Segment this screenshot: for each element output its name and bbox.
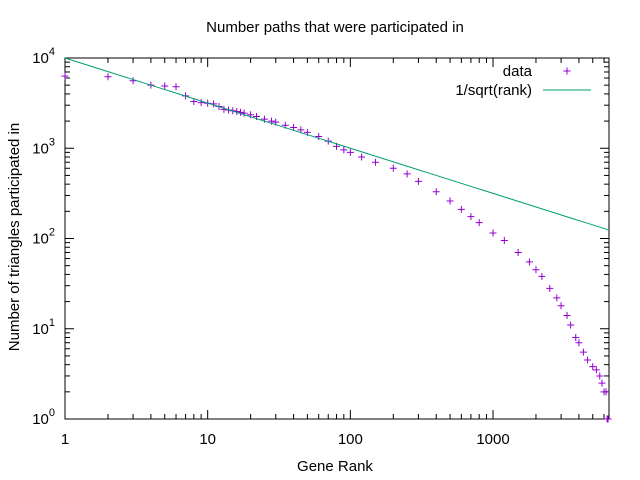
data-point bbox=[604, 415, 612, 423]
data-point bbox=[514, 248, 522, 256]
data-point bbox=[579, 348, 587, 356]
data-point bbox=[414, 177, 422, 185]
chart-title: Number paths that were participated in bbox=[206, 19, 464, 36]
data-point bbox=[572, 333, 580, 341]
data-point bbox=[553, 294, 561, 302]
y-axis-label: Number of triangles participated in bbox=[6, 123, 23, 351]
data-point bbox=[602, 388, 610, 396]
data-point bbox=[161, 82, 169, 90]
data-point bbox=[584, 356, 592, 364]
legend-label: data bbox=[503, 63, 533, 80]
data-point bbox=[500, 237, 508, 245]
data-point bbox=[489, 229, 497, 237]
data-point bbox=[475, 219, 483, 227]
x-axis-label: Gene Rank bbox=[297, 458, 373, 475]
x-tick-label: 10 bbox=[199, 431, 216, 448]
data-point bbox=[546, 284, 554, 292]
data-point bbox=[346, 148, 354, 156]
data-point bbox=[557, 302, 565, 310]
y-ticks: 100 101 102 103 104 bbox=[32, 46, 609, 428]
data-point bbox=[61, 72, 69, 80]
data-point bbox=[172, 83, 180, 91]
data-point bbox=[389, 164, 397, 172]
data-point bbox=[457, 205, 465, 213]
data-point bbox=[446, 197, 454, 205]
data-point bbox=[598, 379, 606, 387]
data-point bbox=[197, 99, 205, 107]
data-point bbox=[315, 132, 323, 140]
data-point bbox=[563, 312, 571, 320]
legend-label: 1/sqrt(rank) bbox=[455, 82, 532, 99]
data-point bbox=[596, 372, 604, 380]
data-point bbox=[240, 109, 248, 117]
plot-border bbox=[64, 57, 610, 420]
x-tick-label: 1000 bbox=[476, 431, 509, 448]
legend: data 1/sqrt(rank) bbox=[455, 63, 591, 99]
y-tick-label: 103 bbox=[32, 136, 55, 157]
x-ticks: 1 10 100 1000 bbox=[61, 58, 605, 448]
fit-line bbox=[64, 57, 610, 231]
x-tick-label: 1 bbox=[61, 431, 69, 448]
data-point bbox=[358, 153, 366, 161]
data-point bbox=[432, 188, 440, 196]
series-layer bbox=[61, 57, 612, 423]
data-point bbox=[567, 321, 575, 329]
data-point bbox=[592, 366, 600, 374]
legend-marker-data bbox=[563, 67, 571, 75]
y-tick-label: 101 bbox=[32, 317, 55, 338]
x-tick-label: 100 bbox=[338, 431, 363, 448]
data-point bbox=[371, 158, 379, 166]
data-point bbox=[403, 170, 411, 178]
y-tick-label: 100 bbox=[32, 407, 55, 428]
plot-frame bbox=[64, 57, 610, 420]
data-point bbox=[525, 258, 533, 266]
data-point bbox=[538, 272, 546, 280]
data-point bbox=[467, 213, 475, 221]
data-point bbox=[104, 73, 112, 81]
data-point bbox=[340, 146, 348, 154]
y-tick-label: 102 bbox=[32, 227, 55, 248]
data-point bbox=[589, 363, 597, 371]
data-point bbox=[532, 266, 540, 274]
data-point bbox=[575, 339, 583, 347]
y-tick-label: 104 bbox=[32, 46, 55, 67]
